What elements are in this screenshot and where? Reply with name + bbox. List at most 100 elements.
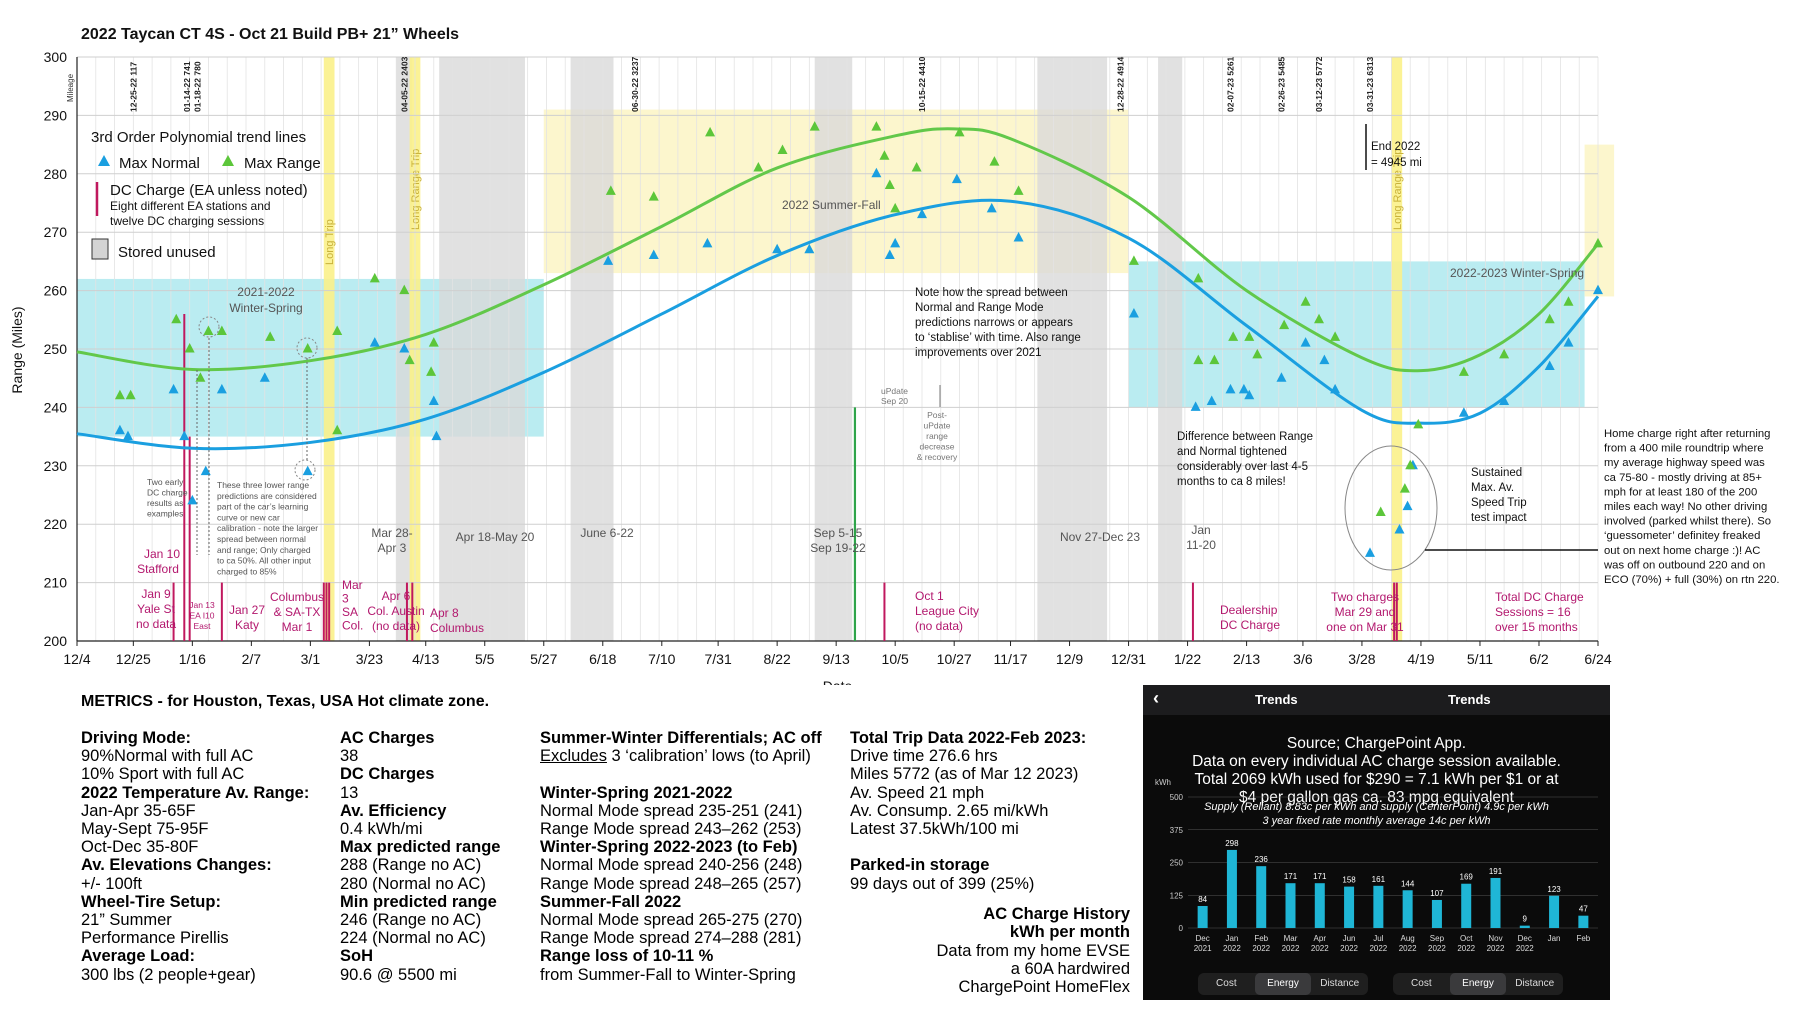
- dc-label: Jan 10: [144, 547, 180, 561]
- phone-bar-year: 2022: [1311, 944, 1329, 953]
- data-point: [884, 179, 895, 189]
- phone-bar-year: 2021: [1194, 944, 1212, 953]
- metric-line: 246 (Range no AC): [340, 911, 482, 930]
- ac-charge-history: AC Charge History kWh per month Data from …: [880, 905, 1130, 996]
- phone-y-tick: 250: [1170, 859, 1184, 868]
- note-home-charge: my average highway speed was: [1604, 457, 1765, 469]
- metric-line: Av. Elevations Changes:: [81, 856, 272, 875]
- dc-label: Col.: [342, 619, 363, 633]
- data-point: [648, 249, 659, 260]
- data-point: [1563, 296, 1574, 306]
- metric-line: Normal Mode spread 240-256 (248): [540, 856, 803, 875]
- data-point: [1193, 272, 1204, 283]
- tab-distance[interactable]: Distance: [1320, 978, 1360, 989]
- mileage-marker: 04-05-22 2403: [399, 56, 409, 112]
- data-point: [777, 144, 788, 154]
- data-point: [332, 424, 343, 435]
- legend-dc-note: Eight different EA stations and: [110, 199, 271, 213]
- data-point: [1300, 337, 1311, 347]
- stored-label: Mar 28-: [371, 526, 412, 540]
- axes: 200 210 220 230 240 250 260 270 280 290 300 12/4 12/…: [9, 26, 1612, 685]
- metric-line: 280 (Normal no AC): [340, 874, 486, 893]
- note-three-lower: to ca 50%. All other input: [217, 556, 312, 566]
- dc-label: Dealership: [1220, 603, 1278, 617]
- data-point: [1593, 237, 1603, 248]
- dc-label: East: [193, 621, 211, 631]
- note-three-lower: and range; Only charged: [217, 545, 311, 555]
- data-point: [1190, 401, 1201, 411]
- metric-line: May-Sept 75-95F: [81, 820, 209, 839]
- data-point: [1228, 331, 1239, 341]
- mileage-label: Mileage: [66, 73, 75, 102]
- data-point: [1394, 524, 1405, 534]
- data-point: [1563, 337, 1574, 347]
- phone-bar-value: 123: [1547, 885, 1561, 894]
- tab-cost[interactable]: Cost: [1216, 978, 1237, 989]
- trend-lines: [76, 127, 1600, 451]
- phone-bar-month: Jan: [1225, 934, 1238, 943]
- phone-bar-year: 2022: [1487, 944, 1505, 953]
- back-icon[interactable]: ‹: [1153, 688, 1159, 708]
- dc-label: no data: [136, 617, 176, 631]
- note-three-lower: part of the car’s learning: [217, 502, 309, 512]
- post-update-note: Post-: [927, 410, 947, 420]
- tab-energy[interactable]: Energy: [1449, 973, 1507, 995]
- tab-cost[interactable]: Cost: [1411, 978, 1432, 989]
- data-point: [302, 343, 313, 353]
- metric-line: Winter-Spring 2022-2023 (to Feb): [540, 838, 798, 857]
- note-sustained: Speed Trip: [1471, 497, 1527, 509]
- note-sustained: Sustained: [1471, 467, 1522, 479]
- metrics-col-driving: Driving Mode: 90%Normal with full AC 10% S…: [81, 729, 309, 984]
- dc-label: over 15 months: [1495, 620, 1578, 634]
- data-point: [989, 156, 1000, 166]
- phone-bar-value: 144: [1401, 879, 1415, 888]
- mileage-marker: 02-26-23 5485: [1276, 56, 1286, 112]
- highlight-circle: [1344, 445, 1438, 571]
- y-tick-label: 200: [44, 633, 68, 649]
- phone-bar: [1402, 890, 1413, 928]
- mileage-marker: 01-18-22 780: [193, 61, 203, 112]
- data-point: [187, 494, 198, 505]
- data-point: [399, 343, 410, 353]
- data-point: [1238, 383, 1249, 394]
- data-point: [428, 337, 439, 347]
- y-tick-label: 230: [44, 458, 68, 474]
- phone-bar-value: 84: [1198, 895, 1207, 904]
- excludes-rest: 3 ‘calibration’ lows (to April): [606, 747, 811, 766]
- phone-bar-value: 171: [1284, 872, 1298, 881]
- data-point: [772, 243, 783, 254]
- highlight-circle: [198, 316, 220, 338]
- dc-label: DC Charge: [1220, 618, 1280, 632]
- x-tick-label: 12/25: [116, 651, 151, 667]
- chargepoint-screenshot: ‹ Trends Trends Source; ChargePoint App.…: [1143, 685, 1610, 1000]
- dc-label: Yale St: [137, 602, 175, 616]
- metric-line: [540, 765, 822, 783]
- data-point: [1252, 348, 1263, 359]
- dc-label: Katy: [235, 618, 259, 632]
- metric-line: Wheel-Tire Setup:: [81, 892, 221, 911]
- data-point: [702, 237, 713, 248]
- tabs-right: Cost Energy Distance: [1393, 973, 1563, 995]
- note-two-early: Two early: [147, 477, 184, 487]
- legend-dc: DC Charge (EA unless noted): [110, 182, 308, 199]
- data-point: [911, 161, 922, 172]
- phone-bar-month: Aug: [1401, 934, 1415, 943]
- phone-text-line: Supply (Reliant) 8.83c per kWh and suppl…: [1204, 801, 1549, 813]
- tab-distance[interactable]: Distance: [1515, 978, 1555, 989]
- phone-bar: [1314, 883, 1325, 928]
- tabs-left: Cost Energy Distance: [1198, 973, 1368, 995]
- metric-line: 224 (Normal no AC): [340, 929, 486, 948]
- y-tick-label: 260: [44, 283, 68, 299]
- dc-label: Total DC Charge: [1495, 590, 1584, 604]
- tab-energy[interactable]: Energy: [1254, 973, 1312, 995]
- data-point: [265, 331, 276, 341]
- data-point: [871, 167, 882, 178]
- x-tick-label: 3/6: [1293, 651, 1313, 667]
- dc-label: EA I10: [189, 611, 214, 621]
- legend-dc-note: twelve DC charging sessions: [110, 214, 264, 228]
- note-difference: months to ca 8 miles!: [1177, 476, 1286, 488]
- phone-bar: [1431, 899, 1442, 928]
- annotations: 2022 Summer-Fall 2021-2022 Winter-Spring 20…: [136, 124, 1780, 635]
- phone-bar-month: Apr: [1314, 934, 1327, 943]
- phone-bar-value: 298: [1225, 839, 1239, 848]
